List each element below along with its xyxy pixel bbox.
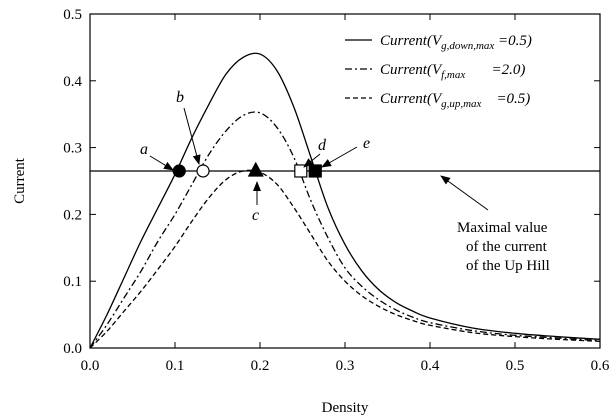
marker-d <box>294 164 308 178</box>
y-tick-label: 0.2 <box>63 207 82 223</box>
annotation-line-3: of the Up Hill <box>466 258 550 274</box>
marker-label-d: d <box>318 137 327 154</box>
annotation-line-1: Maximal value <box>457 220 548 236</box>
y-tick-label: 0.3 <box>63 141 82 157</box>
legend-label-0: Current(Vg,down,max =0.5) <box>380 33 532 52</box>
marker-b <box>196 164 210 178</box>
marker-callouts: a b c d e <box>140 89 370 224</box>
y-axis-ticks: 0.0 0.1 0.2 0.3 0.4 0.5 <box>63 7 600 357</box>
x-axis-title: Density <box>322 400 369 416</box>
series-line-solid <box>89 52 601 349</box>
marker-label-a: a <box>140 141 148 158</box>
reference-annotation: Maximal value of the current of the Up H… <box>440 175 550 274</box>
callout-arrow-a <box>149 155 174 171</box>
y-tick-label: 0.4 <box>63 74 82 90</box>
x-tick-label: 0.3 <box>336 358 355 374</box>
series-line-dashed <box>89 169 601 349</box>
series-lines <box>89 52 601 349</box>
marker-label-e: e <box>363 135 370 152</box>
legend-entry-0: Current(Vg,down,max =0.5) <box>345 33 532 52</box>
x-tick-label: 0.2 <box>251 358 270 374</box>
marker-c <box>247 161 264 177</box>
legend: Current(Vg,down,max =0.5) Current(Vf,max… <box>345 33 532 110</box>
marker-a <box>172 164 186 178</box>
y-axis-title: Current <box>12 157 28 204</box>
legend-entry-2: Current(Vg,up,max =0.5) <box>345 91 530 110</box>
x-tick-label: 0.0 <box>81 358 100 374</box>
x-tick-label: 0.4 <box>421 358 440 374</box>
x-tick-label: 0.6 <box>591 358 610 374</box>
x-axis-ticks: 0.0 0.1 0.2 0.3 0.4 0.5 0.6 <box>81 14 610 374</box>
series-line-dash-dot <box>89 111 601 349</box>
y-tick-label: 0.0 <box>63 341 82 357</box>
x-tick-label: 0.5 <box>506 358 525 374</box>
point-markers <box>172 161 322 178</box>
x-tick-label: 0.1 <box>166 358 185 374</box>
legend-label-1: Current(Vf,max =2.0) <box>380 62 525 81</box>
annotation-line-2: of the current <box>466 239 548 255</box>
callout-arrow-b <box>183 107 201 165</box>
legend-label-2: Current(Vg,up,max =0.5) <box>380 91 530 110</box>
marker-label-b: b <box>176 89 184 106</box>
y-tick-label: 0.5 <box>63 7 82 23</box>
annotation-arrow <box>440 175 489 211</box>
y-tick-label: 0.1 <box>63 274 82 290</box>
marker-e <box>308 164 322 178</box>
callout-arrow-e <box>321 146 358 168</box>
legend-entry-1: Current(Vf,max =2.0) <box>345 62 525 81</box>
marker-label-c: c <box>252 207 259 224</box>
callout-arrow-d <box>303 153 321 168</box>
